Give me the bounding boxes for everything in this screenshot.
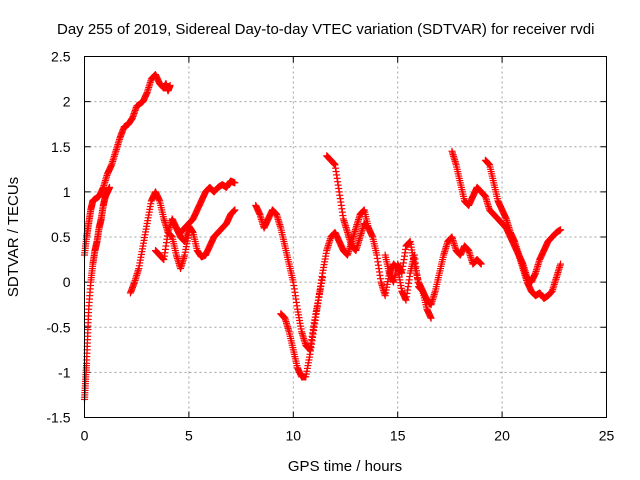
x-tick-label: 20	[494, 428, 510, 444]
x-axis: 0 5 10 15 20 25	[81, 56, 615, 444]
series	[381, 233, 485, 309]
data-point	[231, 206, 239, 214]
series	[277, 206, 372, 381]
data-point	[231, 179, 239, 187]
y-tick-label: -1.5	[46, 410, 70, 426]
data-point	[557, 226, 565, 234]
series	[172, 177, 239, 236]
y-tick-label: 0	[63, 274, 71, 290]
y-tick-label: 1.5	[51, 139, 71, 155]
x-tick-label: 15	[390, 428, 406, 444]
x-tick-label: 25	[599, 428, 615, 444]
series	[481, 156, 565, 302]
series	[81, 71, 174, 259]
y-tick-label: 0.5	[51, 229, 71, 245]
x-tick-label: 10	[286, 428, 302, 444]
series	[323, 152, 435, 322]
data-point	[557, 260, 565, 268]
series	[151, 206, 239, 264]
series	[126, 188, 193, 297]
x-tick-label: 0	[81, 428, 89, 444]
data-point	[427, 314, 435, 322]
data-points	[81, 71, 565, 403]
y-tick-label: 1	[63, 184, 71, 200]
data-point	[106, 183, 114, 191]
y-tick-label: -0.5	[46, 319, 70, 335]
y-axis-title: SDTVAR / TECUs	[5, 177, 22, 297]
y-tick-label: 2.5	[51, 49, 71, 65]
x-axis-title: GPS time / hours	[288, 458, 402, 475]
chart-title: Day 255 of 2019, Sidereal Day-to-day VTE…	[57, 21, 594, 38]
x-tick-label: 5	[185, 428, 193, 444]
y-tick-label: -1	[58, 364, 71, 380]
data-point	[166, 81, 174, 89]
y-tick-label: 2	[63, 94, 71, 110]
series	[81, 183, 114, 403]
data-point	[477, 260, 485, 268]
plot-frame	[84, 56, 607, 418]
grid	[84, 56, 607, 418]
